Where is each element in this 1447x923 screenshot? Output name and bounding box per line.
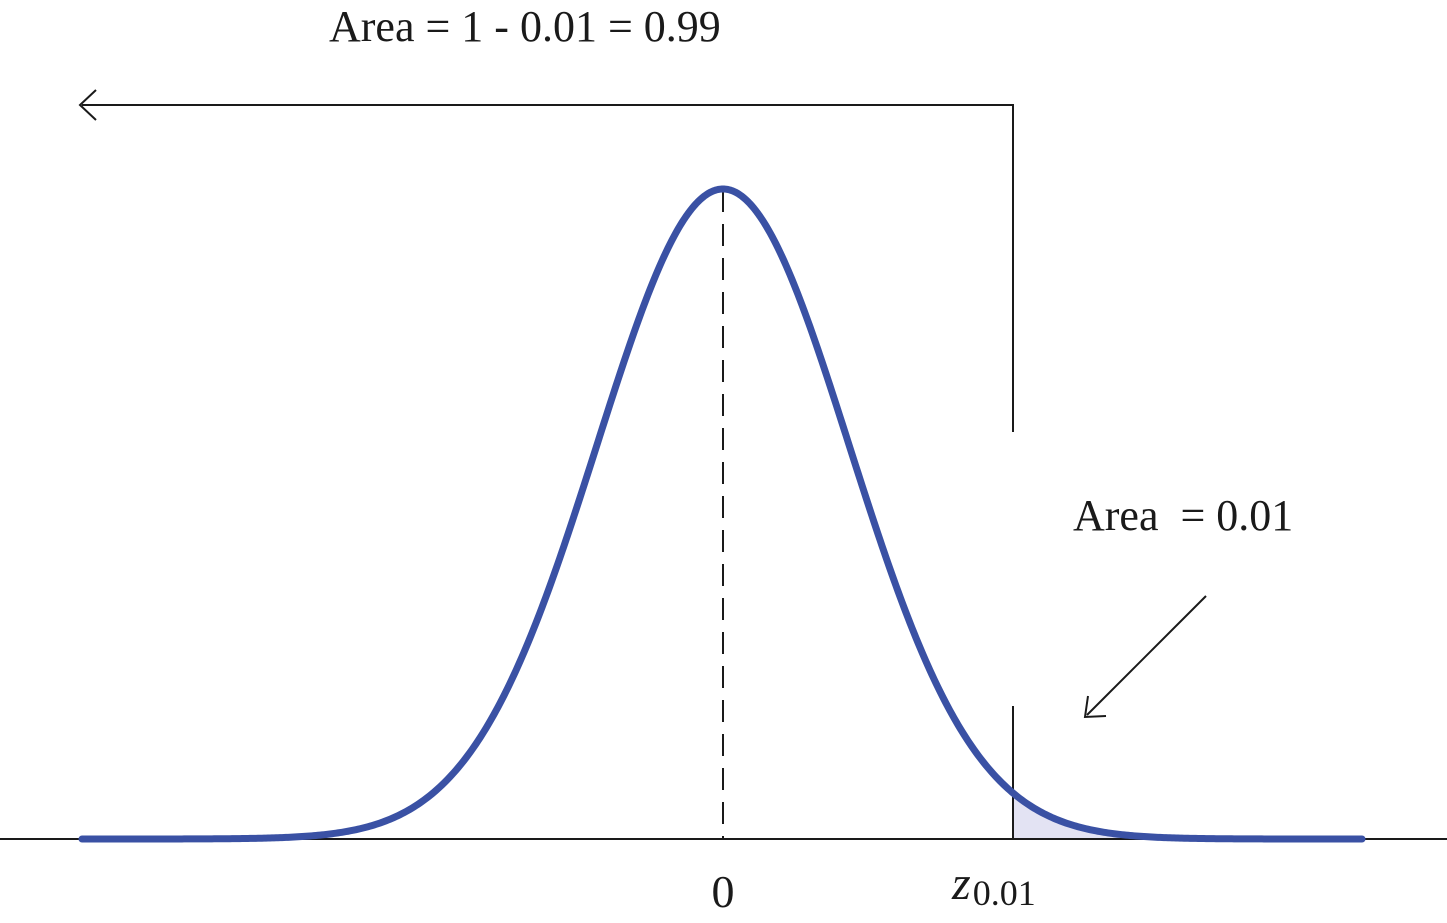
right-tail-shaded-area bbox=[1013, 793, 1363, 839]
tail-pointer-arrow bbox=[1083, 595, 1207, 719]
critical-value-subscript: 0.01 bbox=[973, 873, 1036, 913]
tail-area-label: Area = 0.01 bbox=[1073, 491, 1293, 540]
critical-value-symbol: z bbox=[951, 857, 971, 910]
arrow-left-icon bbox=[78, 89, 97, 121]
arrow-down-left-icon bbox=[1083, 695, 1107, 719]
critical-value-label: z0.01 bbox=[951, 857, 1036, 913]
normal-density-curve bbox=[78, 185, 1366, 843]
upper-area-label: Area = 1 - 0.01 = 0.99 bbox=[329, 2, 721, 51]
left-area-arrow bbox=[78, 89, 1013, 121]
mean-tick-label: 0 bbox=[712, 866, 735, 917]
